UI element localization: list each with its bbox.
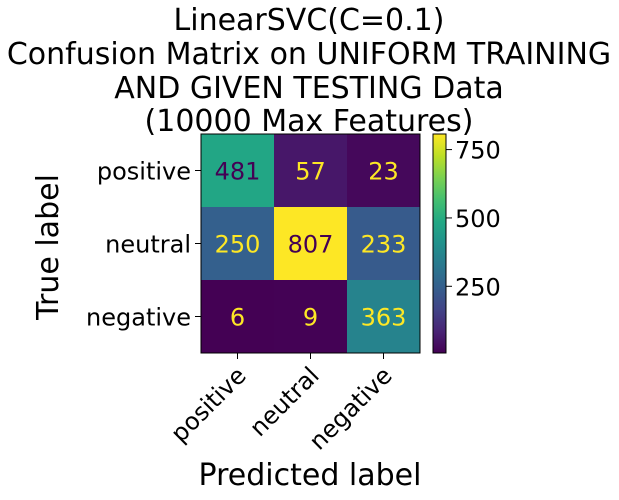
cell-value-label: 481 bbox=[215, 158, 261, 186]
title-line-3: AND GIVEN TESTING Data bbox=[114, 71, 504, 106]
colorbar-tick-label: 250 bbox=[455, 273, 501, 301]
title-line-2: Confusion Matrix on UNIFORM TRAINING bbox=[7, 37, 611, 72]
y-axis-label: True label bbox=[31, 174, 66, 321]
title-line-1: LinearSVC(C=0.1) bbox=[174, 3, 445, 38]
matrix-cell-labels: 481 57 23 250 807 233 6 9 363 bbox=[215, 158, 407, 332]
cell-value-label: 233 bbox=[361, 231, 407, 259]
matrix-cell bbox=[274, 207, 347, 280]
x-axis-label: Predicted label bbox=[199, 458, 422, 493]
cell-value-label: 6 bbox=[230, 304, 245, 332]
y-tick-label: neutral bbox=[105, 231, 191, 259]
matrix-cell bbox=[347, 207, 420, 280]
matrix-cells bbox=[201, 134, 420, 353]
matrix-cell bbox=[274, 134, 347, 207]
chart-title: LinearSVC(C=0.1) Confusion Matrix on UNI… bbox=[7, 3, 611, 139]
title-line-4: (10000 Max Features) bbox=[145, 104, 474, 139]
matrix-cell bbox=[201, 280, 274, 353]
x-tick-label: positive bbox=[165, 361, 251, 447]
y-axis-ticks: positive neutral negative bbox=[86, 158, 201, 332]
cell-value-label: 807 bbox=[288, 231, 334, 259]
matrix-cell bbox=[201, 207, 274, 280]
matrix-cell bbox=[274, 280, 347, 353]
matrix-cell bbox=[347, 280, 420, 353]
colorbar-tick-label: 500 bbox=[455, 205, 501, 233]
cell-value-label: 23 bbox=[368, 158, 399, 186]
colorbar-gradient bbox=[432, 133, 447, 354]
y-tick-label: negative bbox=[86, 304, 191, 332]
y-tick-label: positive bbox=[97, 158, 191, 186]
colorbar-tick-label: 750 bbox=[455, 137, 501, 165]
matrix-cell bbox=[347, 134, 420, 207]
cell-value-label: 363 bbox=[361, 304, 407, 332]
colorbar: 250 500 750 bbox=[432, 133, 501, 354]
cell-value-label: 250 bbox=[215, 231, 261, 259]
matrix-cell bbox=[201, 134, 274, 207]
cell-value-label: 9 bbox=[303, 304, 318, 332]
cell-value-label: 57 bbox=[295, 158, 326, 186]
